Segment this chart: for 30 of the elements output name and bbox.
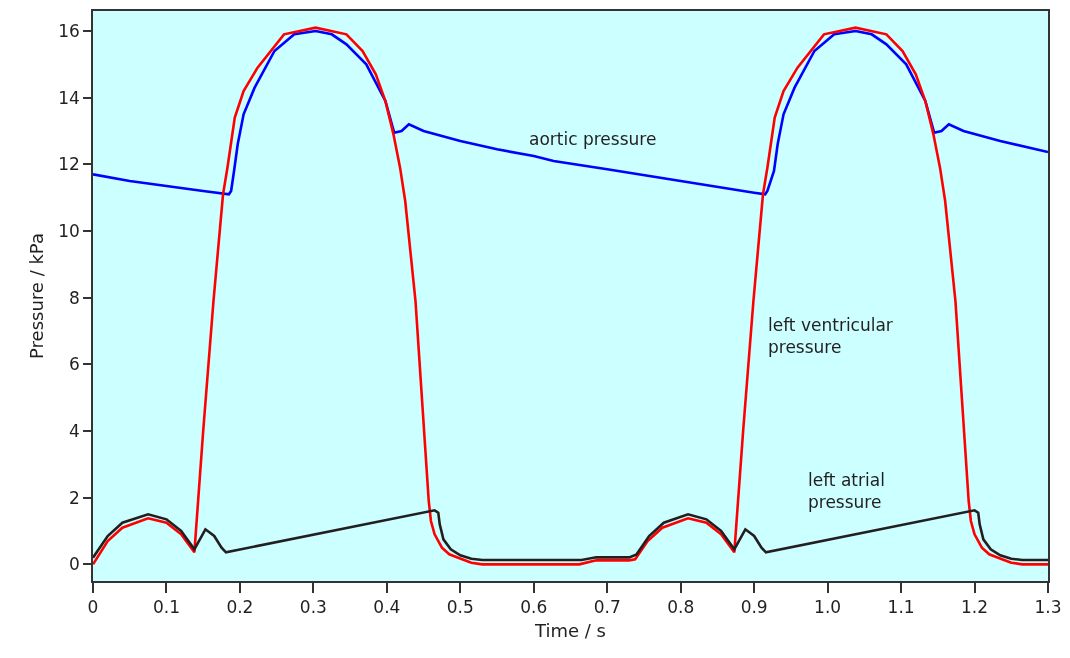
series-label: left ventricular pressure — [768, 315, 893, 358]
line-series — [93, 29, 1048, 196]
x-tick-label: 0.4 — [373, 597, 401, 618]
series-label: left atrial pressure — [808, 470, 885, 513]
series-label: aortic pressure — [529, 129, 657, 149]
x-tick-label: 0.8 — [667, 597, 695, 618]
y-tick-label: 6 — [69, 354, 80, 375]
y-tick-label: 4 — [69, 420, 80, 441]
x-tick-label: 0 — [87, 597, 99, 618]
x-tick-label: 1.3 — [1034, 597, 1062, 618]
x-tick-label: 0.2 — [226, 597, 254, 618]
line-series — [93, 26, 1048, 566]
x-tick-label: 0.6 — [520, 597, 548, 618]
x-tick-label: 1.0 — [814, 597, 842, 618]
x-tick-label: 1.1 — [887, 597, 915, 618]
y-tick-label: 0 — [69, 554, 80, 575]
y-tick-label: 16 — [58, 20, 80, 41]
x-tick-label: 0.1 — [152, 597, 180, 618]
x-tick-label: 0.5 — [446, 597, 474, 618]
y-tick-label: 14 — [58, 87, 80, 108]
y-tick-label: 10 — [58, 220, 80, 241]
x-tick-label: 1.2 — [961, 597, 989, 618]
x-tick-label: 0.3 — [299, 597, 327, 618]
y-tick-label: 2 — [69, 487, 80, 508]
x-axis-title: Time / s — [534, 619, 606, 641]
y-tick-label: 12 — [58, 154, 80, 175]
y-tick-label: 8 — [69, 287, 80, 308]
x-tick-label: 0.9 — [740, 597, 768, 618]
y-axis-title: Pressure / kPa — [25, 233, 47, 359]
x-tick-label: 0.7 — [593, 597, 621, 618]
